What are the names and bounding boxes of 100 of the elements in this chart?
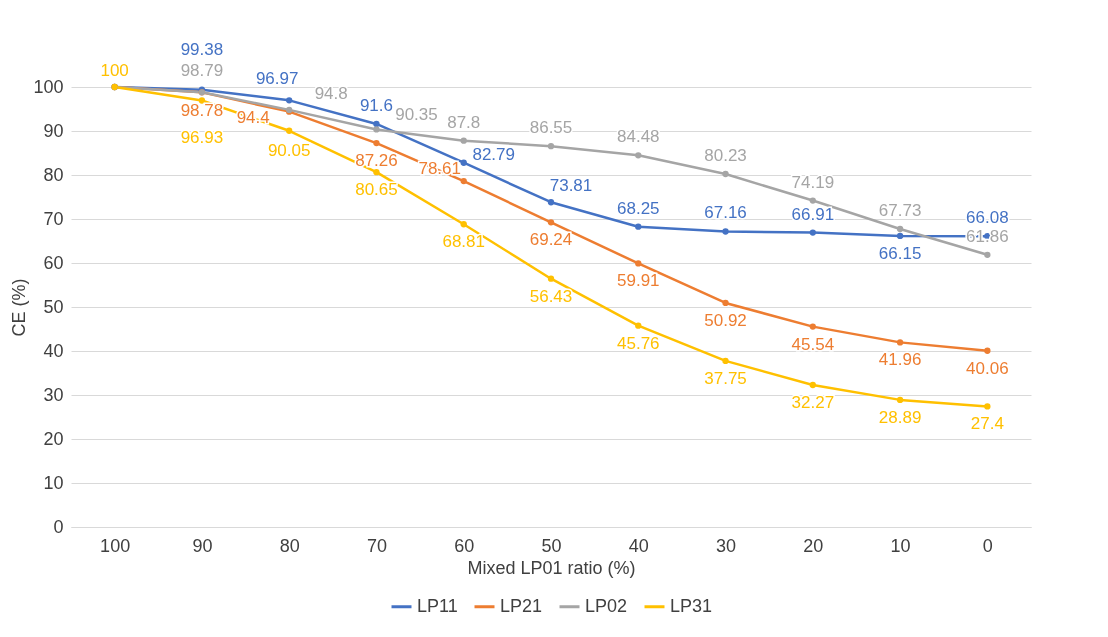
x-tick-label: 50 bbox=[541, 535, 562, 556]
point bbox=[722, 299, 729, 307]
point bbox=[198, 97, 206, 104]
point bbox=[460, 137, 467, 144]
legend-label: LP02 bbox=[585, 595, 628, 616]
point bbox=[809, 323, 816, 330]
y-tick-label: 10 bbox=[43, 472, 64, 493]
data-label: 94.8 bbox=[314, 83, 348, 103]
y-tick-label: 0 bbox=[53, 516, 64, 537]
data-label: 67.16 bbox=[704, 203, 747, 223]
y-tick-label: 90 bbox=[43, 120, 64, 141]
point bbox=[809, 197, 816, 204]
legend-label: LP31 bbox=[670, 595, 713, 616]
data-label: 98.79 bbox=[180, 61, 224, 81]
point bbox=[373, 126, 380, 133]
point bbox=[984, 347, 991, 354]
point bbox=[547, 275, 555, 282]
x-tick-label: 40 bbox=[628, 535, 649, 556]
point bbox=[896, 225, 904, 233]
data-label: 66.08 bbox=[966, 208, 1009, 228]
data-label: 74.19 bbox=[791, 172, 835, 192]
data-label: 80.65 bbox=[355, 180, 398, 200]
y-tick-label: 40 bbox=[43, 340, 64, 361]
data-label: 27.4 bbox=[970, 414, 1004, 434]
y-tick-label: 100 bbox=[33, 76, 64, 97]
point bbox=[809, 381, 816, 389]
data-label: 96.97 bbox=[255, 69, 299, 89]
point bbox=[635, 322, 642, 329]
point bbox=[722, 357, 729, 365]
data-label: 87.26 bbox=[355, 151, 398, 171]
data-label: 32.27 bbox=[791, 393, 835, 413]
data-label: 69.24 bbox=[529, 230, 573, 250]
x-tick-label: 30 bbox=[716, 535, 737, 556]
point bbox=[635, 260, 642, 267]
data-label: 99.38 bbox=[180, 39, 224, 59]
x-tick-label: 0 bbox=[982, 535, 993, 556]
data-label: 37.75 bbox=[704, 368, 747, 388]
data-label: 87.8 bbox=[447, 112, 481, 132]
point bbox=[373, 168, 380, 176]
data-label: 91.6 bbox=[359, 95, 393, 115]
point bbox=[286, 97, 293, 104]
x-tick-label: 20 bbox=[803, 535, 824, 556]
point bbox=[373, 120, 380, 128]
y-tick-label: 50 bbox=[43, 296, 64, 317]
point bbox=[460, 221, 467, 228]
y-tick-label: 70 bbox=[43, 208, 64, 229]
data-label: 96.93 bbox=[180, 127, 224, 147]
data-label: 50.92 bbox=[704, 310, 747, 330]
x-tick-label: 70 bbox=[366, 535, 387, 556]
y-tick-label: 30 bbox=[43, 384, 64, 405]
x-tick-label: 100 bbox=[100, 535, 131, 556]
data-label: 73.81 bbox=[549, 176, 593, 196]
point bbox=[984, 403, 991, 410]
data-label: 100 bbox=[100, 61, 129, 80]
point bbox=[896, 396, 904, 404]
data-label: 45.54 bbox=[791, 334, 835, 354]
x-tick-label: 10 bbox=[890, 535, 911, 556]
point bbox=[635, 223, 642, 230]
point bbox=[373, 139, 380, 147]
data-label: 41.96 bbox=[878, 350, 922, 370]
data-label: 90.05 bbox=[267, 140, 311, 160]
point bbox=[547, 199, 555, 206]
data-label: 45.76 bbox=[617, 333, 660, 353]
data-label: 86.55 bbox=[529, 118, 573, 138]
point bbox=[460, 159, 467, 166]
point bbox=[722, 228, 729, 235]
legend-label: LP21 bbox=[500, 595, 543, 616]
point bbox=[809, 229, 816, 236]
data-label: 28.89 bbox=[878, 407, 922, 427]
point bbox=[286, 127, 293, 134]
legend-label: LP11 bbox=[417, 595, 458, 616]
y-tick-label: 20 bbox=[43, 428, 64, 449]
point bbox=[547, 143, 555, 150]
data-label: 68.25 bbox=[617, 198, 660, 218]
point bbox=[984, 251, 991, 258]
point bbox=[896, 232, 904, 240]
point bbox=[547, 219, 555, 226]
y-axis-title: CE (%) bbox=[9, 278, 30, 337]
x-tick-label: 80 bbox=[279, 535, 300, 556]
data-label: 82.79 bbox=[472, 144, 515, 164]
data-label: 68.81 bbox=[442, 232, 485, 252]
point bbox=[722, 170, 729, 178]
data-label: 67.73 bbox=[878, 200, 922, 220]
data-label: 66.91 bbox=[791, 204, 835, 224]
data-label: 61.86 bbox=[966, 226, 1009, 246]
point bbox=[460, 177, 467, 185]
y-tick-label: 60 bbox=[43, 252, 64, 273]
x-tick-label: 90 bbox=[192, 535, 213, 556]
data-label: 66.15 bbox=[878, 243, 922, 263]
data-label: 56.43 bbox=[529, 286, 573, 306]
x-tick-label: 60 bbox=[454, 535, 475, 556]
point bbox=[635, 152, 642, 159]
data-label: 84.48 bbox=[617, 127, 660, 147]
data-label: 90.35 bbox=[395, 105, 438, 125]
data-label: 59.91 bbox=[617, 271, 660, 291]
y-tick-label: 80 bbox=[43, 164, 64, 185]
data-label: 40.06 bbox=[966, 358, 1009, 378]
data-label: 98.78 bbox=[180, 101, 224, 121]
data-label: 80.23 bbox=[704, 145, 747, 165]
point bbox=[896, 339, 904, 346]
